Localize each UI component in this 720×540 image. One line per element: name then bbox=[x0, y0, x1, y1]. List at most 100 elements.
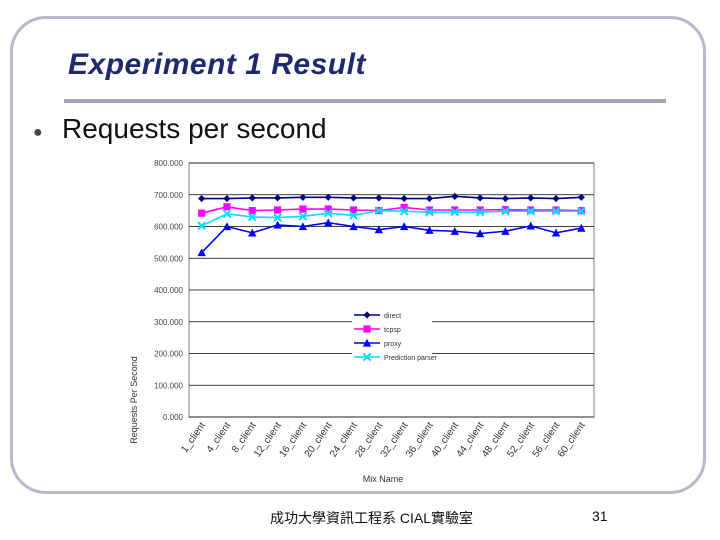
y-tick-label: 400.000 bbox=[154, 286, 183, 295]
legend: direct tcpsp proxy Prediction parser bbox=[352, 307, 438, 367]
data-point bbox=[363, 325, 371, 333]
data-point bbox=[526, 221, 535, 230]
data-point bbox=[475, 207, 485, 217]
data-point bbox=[526, 206, 536, 216]
data-point bbox=[577, 206, 586, 216]
data-point bbox=[476, 194, 484, 202]
data-point bbox=[198, 194, 206, 203]
data-point bbox=[527, 194, 535, 202]
y-tick-label: 600.000 bbox=[154, 223, 183, 232]
data-point bbox=[273, 194, 282, 202]
data-point bbox=[324, 218, 333, 227]
data-point bbox=[374, 225, 384, 234]
y-axis-label: Requests Per Second bbox=[129, 356, 139, 444]
page-number: 31 bbox=[592, 508, 608, 524]
data-point bbox=[198, 209, 206, 217]
data-point bbox=[299, 205, 307, 213]
data-point bbox=[425, 226, 434, 234]
data-point bbox=[577, 223, 586, 232]
series-tcpsp bbox=[198, 203, 585, 217]
data-point bbox=[425, 194, 434, 203]
line-chart: 0.000 100.000 200.000 300.000 400.000 500.000… bbox=[129, 159, 595, 484]
y-tick-label: 200.000 bbox=[154, 350, 183, 359]
data-point bbox=[298, 212, 308, 221]
series-line bbox=[201, 195, 582, 200]
data-point bbox=[363, 311, 371, 319]
bullet-icon: ● bbox=[33, 124, 43, 141]
data-point bbox=[222, 222, 232, 231]
data-point bbox=[323, 208, 333, 218]
data-point bbox=[247, 212, 257, 222]
data-point bbox=[399, 222, 409, 231]
data-point bbox=[551, 228, 561, 237]
data-point bbox=[475, 229, 485, 238]
data-point bbox=[223, 203, 231, 211]
data-point bbox=[451, 192, 459, 200]
x-tick-labels: 1_client4_client8_client12_client16_clie… bbox=[179, 420, 588, 459]
slide-title: Experiment 1 Result bbox=[68, 48, 366, 81]
data-point bbox=[362, 338, 372, 347]
data-point bbox=[501, 206, 510, 214]
data-point bbox=[273, 206, 282, 214]
data-point bbox=[349, 211, 358, 220]
y-tick-label: 800.000 bbox=[154, 159, 183, 168]
data-point bbox=[349, 194, 358, 202]
legend-entry: Prediction parser bbox=[384, 355, 438, 362]
data-point bbox=[223, 194, 231, 203]
legend-entry: tcpsp bbox=[384, 327, 401, 334]
data-point bbox=[577, 193, 585, 201]
data-point bbox=[374, 206, 384, 215]
series-line bbox=[201, 209, 582, 227]
data-point bbox=[501, 227, 510, 235]
data-point bbox=[375, 194, 383, 202]
y-tick-label: 0.000 bbox=[163, 413, 184, 422]
data-point bbox=[551, 206, 561, 216]
y-tick-label: 100.000 bbox=[154, 381, 183, 390]
data-point bbox=[273, 220, 282, 229]
grid-lines bbox=[188, 162, 595, 418]
data-point bbox=[425, 207, 434, 217]
y-tick-label: 300.000 bbox=[154, 318, 183, 327]
data-point bbox=[362, 352, 372, 362]
x-axis-label: Mix Name bbox=[363, 474, 404, 484]
bullet-text: Requests per second bbox=[62, 113, 327, 144]
slide-frame bbox=[10, 16, 706, 494]
data-point bbox=[324, 205, 332, 213]
legend-entry: direct bbox=[384, 313, 401, 320]
data-point bbox=[450, 207, 460, 217]
data-point bbox=[273, 213, 282, 222]
data-point bbox=[349, 206, 358, 214]
data-point bbox=[451, 206, 459, 214]
data-point bbox=[248, 194, 256, 202]
series-direct bbox=[198, 192, 585, 203]
series-prediction-parser bbox=[197, 206, 586, 231]
data-point bbox=[324, 193, 332, 201]
data-point bbox=[197, 248, 206, 257]
data-point bbox=[501, 194, 510, 203]
data-point bbox=[197, 221, 206, 231]
legend-entry: proxy bbox=[384, 341, 402, 348]
data-point bbox=[299, 193, 307, 201]
data-point bbox=[552, 194, 560, 203]
data-point bbox=[298, 222, 308, 231]
series-proxy bbox=[197, 218, 586, 257]
data-point bbox=[476, 206, 484, 214]
y-tick-label: 500.000 bbox=[154, 254, 183, 263]
series-line bbox=[201, 221, 582, 254]
data-point bbox=[450, 227, 459, 235]
x-tick-label: 4_client bbox=[205, 420, 234, 455]
series-line bbox=[201, 206, 582, 214]
y-tick-labels: 0.000 100.000 200.000 300.000 400.000 500.000… bbox=[154, 159, 183, 422]
data-point bbox=[349, 222, 358, 231]
series-group bbox=[197, 192, 586, 257]
data-point bbox=[248, 228, 257, 237]
data-point bbox=[400, 203, 408, 212]
title-underline bbox=[64, 99, 666, 103]
y-tick-label: 700.000 bbox=[154, 191, 183, 200]
data-point bbox=[399, 206, 409, 216]
data-point bbox=[501, 206, 510, 216]
data-point bbox=[222, 209, 232, 219]
data-point bbox=[248, 207, 256, 215]
x-tick-label: 1_client bbox=[179, 420, 208, 455]
data-point bbox=[400, 194, 408, 203]
